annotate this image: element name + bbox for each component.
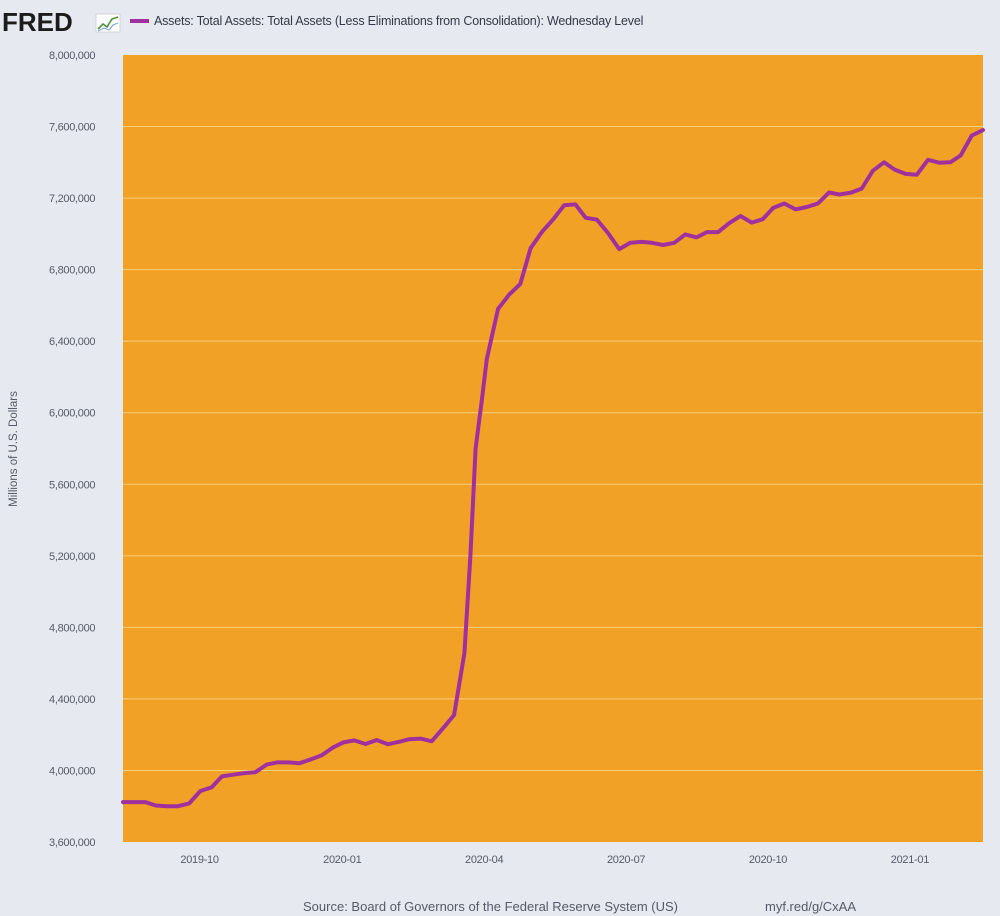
gridlines — [123, 126, 983, 771]
x-tick-label: 2020-04 — [465, 854, 503, 866]
x-axis: 2019-10 2020-01 2020-04 2020-07 2020-10 2021-… — [180, 854, 929, 866]
plot-area — [123, 55, 983, 842]
y-tick-label: 7,200,000 — [49, 193, 95, 205]
fred-logo-text: FRED — [2, 7, 73, 37]
y-tick-label: 5,600,000 — [49, 479, 95, 491]
series-line — [121, 128, 985, 809]
y-tick-label: 6,400,000 — [49, 336, 95, 348]
y-tick-label: 5,200,000 — [49, 551, 95, 563]
x-tick-label: 2020-07 — [607, 854, 645, 866]
x-tick-label: 2019-10 — [180, 854, 218, 866]
legend-label: Assets: Total Assets: Total Assets (Less… — [154, 14, 643, 28]
y-tick-label: 6,000,000 — [49, 408, 95, 420]
y-tick-label: 4,400,000 — [49, 694, 95, 706]
y-axis: 3,600,000 4,000,000 4,400,000 4,800,000 5,20… — [49, 50, 96, 849]
y-axis-title: Millions of U.S. Dollars — [8, 391, 20, 507]
y-tick-label: 4,000,000 — [49, 765, 95, 777]
y-tick-label: 6,800,000 — [49, 265, 95, 277]
line-chart-icon — [95, 13, 121, 33]
source-note: Source: Board of Governors of the Federa… — [303, 899, 678, 914]
x-tick-label: 2021-01 — [891, 854, 929, 866]
y-tick-label: 3,600,000 — [49, 837, 95, 849]
x-tick-label: 2020-10 — [749, 854, 787, 866]
y-tick-label: 7,600,000 — [49, 122, 95, 134]
short-url[interactable]: myf.red/g/CxAA — [765, 899, 856, 914]
y-tick-label: 4,800,000 — [49, 622, 95, 634]
y-tick-label: 8,000,000 — [49, 50, 95, 62]
legend: Assets: Total Assets: Total Assets (Less… — [130, 14, 643, 28]
fred-logo[interactable]: FRED — [2, 7, 121, 37]
x-tick-label: 2020-01 — [323, 854, 361, 866]
